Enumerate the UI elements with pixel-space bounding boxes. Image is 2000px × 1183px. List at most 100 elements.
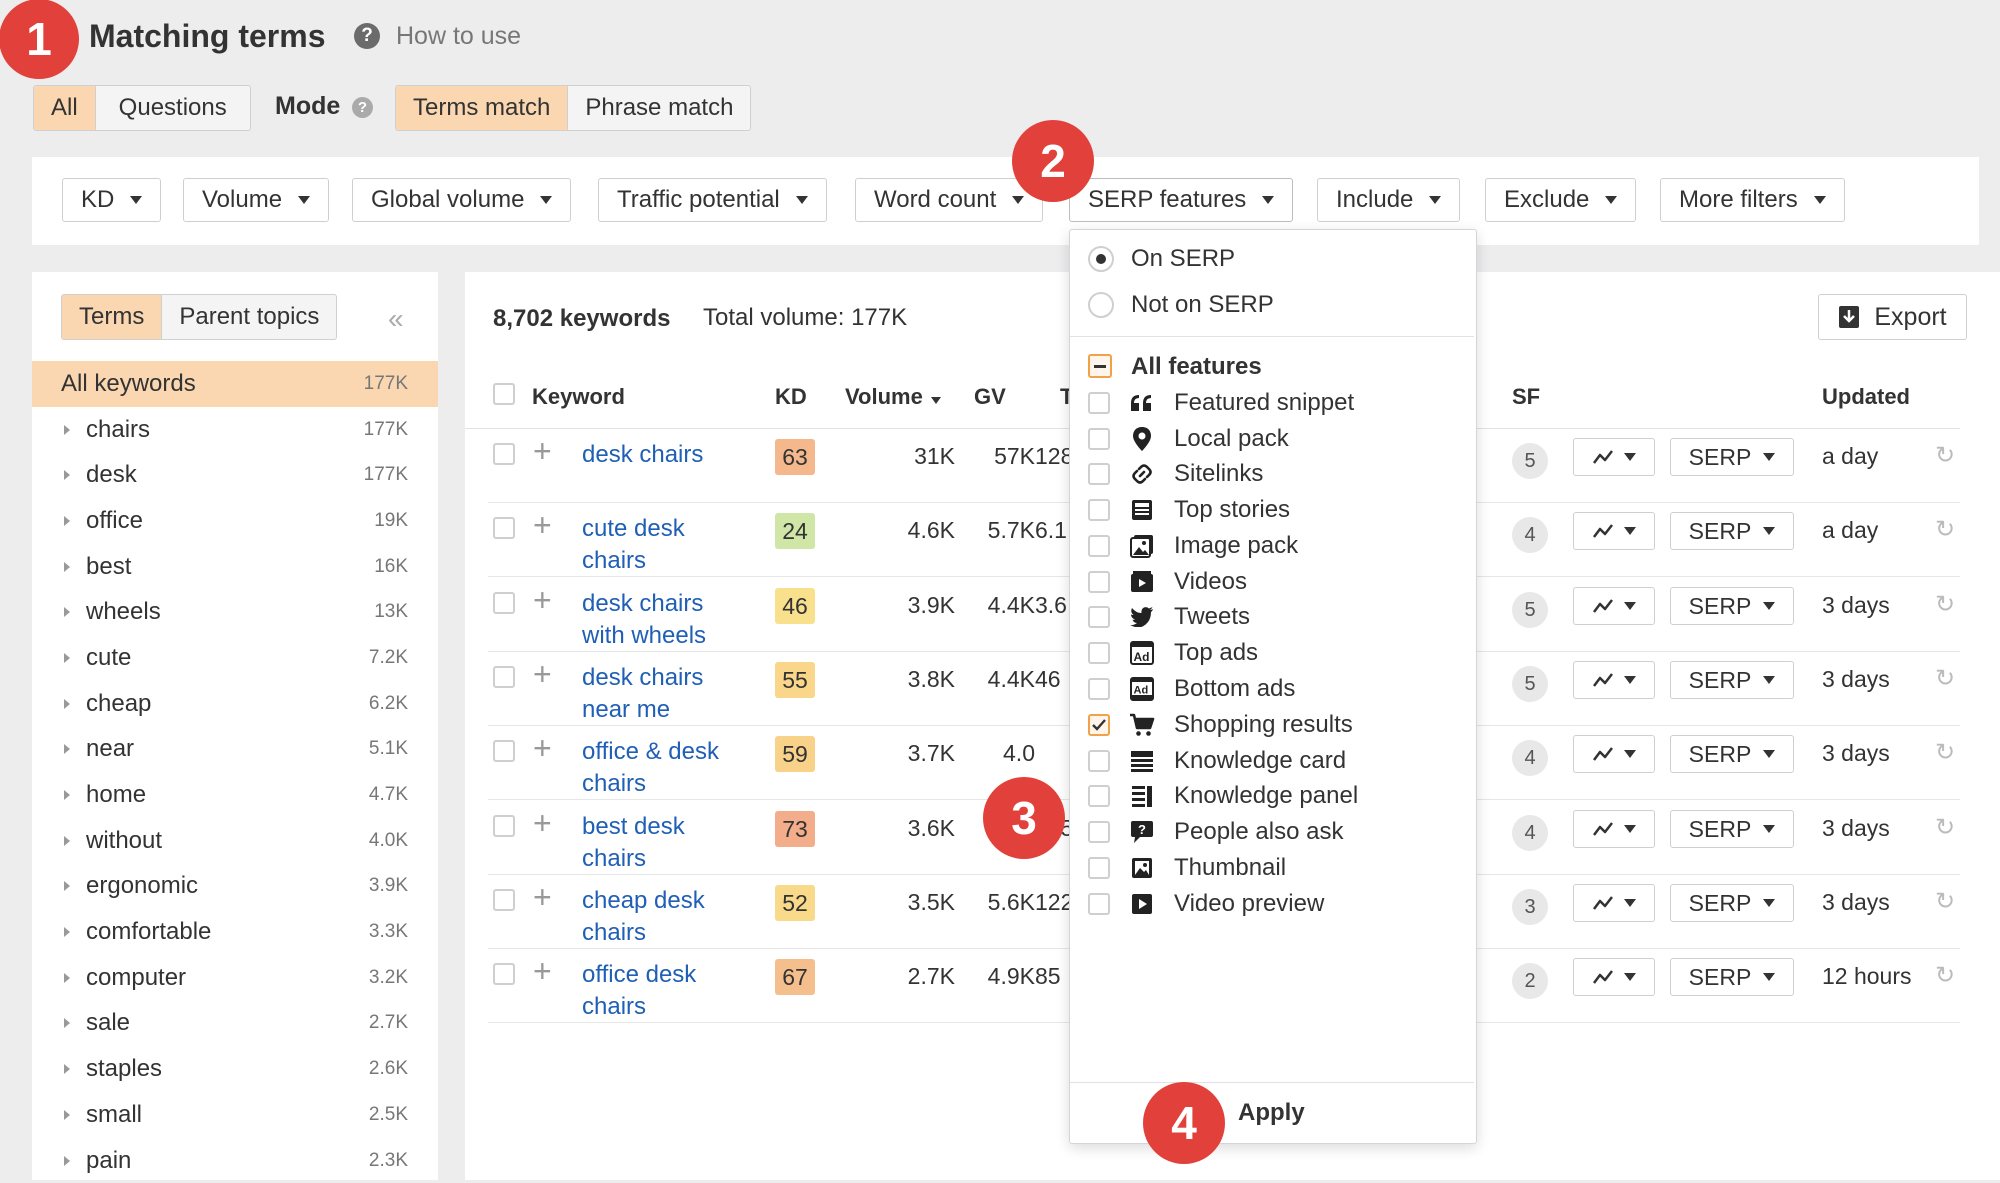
all-features-label[interactable]: All features [1131,353,1262,380]
trend-button[interactable] [1573,438,1655,476]
select-all-checkbox[interactable] [493,383,515,405]
filter-include[interactable]: Include [1317,178,1461,222]
feature-checkbox[interactable] [1088,821,1110,843]
serp-button[interactable]: SERP [1670,438,1794,476]
trend-button[interactable] [1573,735,1655,773]
how-to-use-link[interactable]: How to use [396,22,522,50]
feature-label[interactable]: Video preview [1174,890,1325,917]
col-volume[interactable]: Volume [845,384,941,410]
expand-arrow-icon[interactable] [64,424,70,435]
feature-label[interactable]: People also ask [1174,818,1344,845]
serp-button[interactable]: SERP [1670,587,1794,625]
sf-count[interactable]: 5 [1512,666,1548,702]
radio-not-on-serp-label[interactable]: Not on SERP [1131,291,1274,318]
feature-label[interactable]: Local pack [1174,425,1289,452]
keyword-link[interactable]: cute desk chairs [582,515,685,574]
refresh-icon[interactable]: ↻ [1935,665,1956,692]
col-sf[interactable]: SF [1512,384,1541,409]
expand-arrow-icon[interactable] [64,744,70,755]
expand-arrow-icon[interactable] [64,1064,70,1075]
serp-button[interactable]: SERP [1670,661,1794,699]
keyword-link[interactable]: desk chairs [582,441,704,468]
add-to-list-icon[interactable]: + [533,433,552,469]
serp-button[interactable]: SERP [1670,810,1794,848]
feature-checkbox[interactable] [1088,535,1110,557]
add-to-list-icon[interactable]: + [533,953,552,989]
trend-button[interactable] [1573,958,1655,996]
row-checkbox[interactable] [493,740,515,762]
term-item[interactable]: sale 2.7K [32,1001,438,1047]
filter-more-filters[interactable]: More filters [1660,178,1845,222]
feature-checkbox[interactable] [1088,893,1110,915]
apply-button[interactable]: Apply [1238,1099,1305,1126]
row-checkbox[interactable] [493,889,515,911]
refresh-icon[interactable]: ↻ [1935,516,1956,543]
feature-label[interactable]: Bottom ads [1174,675,1296,702]
tab-phrase-match[interactable]: Phrase match [567,86,750,130]
feature-checkbox[interactable] [1088,428,1110,450]
term-item[interactable]: near 5.1K [32,727,438,773]
term-item[interactable]: small 2.5K [32,1092,438,1138]
tab-terms-match[interactable]: Terms match [396,86,568,130]
feature-label[interactable]: Featured snippet [1174,389,1355,416]
tab-parent-topics[interactable]: Parent topics [161,295,336,339]
sf-count[interactable]: 4 [1512,740,1548,776]
radio-on-serp-label[interactable]: On SERP [1131,245,1236,272]
filter-volume[interactable]: Volume [183,178,330,222]
feature-checkbox[interactable] [1088,714,1110,736]
trend-button[interactable] [1573,661,1655,699]
trend-button[interactable] [1573,884,1655,922]
col-keyword[interactable]: Keyword [532,384,625,409]
term-item[interactable]: computer 3.2K [32,955,438,1001]
serp-button[interactable]: SERP [1670,958,1794,996]
feature-checkbox[interactable] [1088,606,1110,628]
feature-label[interactable]: Tweets [1174,603,1251,630]
filter-traffic-potential[interactable]: Traffic potential [598,178,827,222]
keyword-link[interactable]: desk chairs near me [582,664,704,723]
add-to-list-icon[interactable]: + [533,879,552,915]
feature-checkbox[interactable] [1088,642,1110,664]
expand-arrow-icon[interactable] [64,881,70,892]
feature-label[interactable]: Shopping results [1174,711,1353,738]
add-to-list-icon[interactable]: + [533,730,552,766]
col-kd[interactable]: KD [775,384,807,409]
keyword-link[interactable]: office desk chairs [582,961,697,1020]
term-item[interactable]: pain 2.3K [32,1138,438,1183]
radio-not-on-serp[interactable] [1088,292,1114,318]
refresh-icon[interactable]: ↻ [1935,962,1956,989]
expand-arrow-icon[interactable] [64,607,70,618]
trend-button[interactable] [1573,810,1655,848]
sf-count[interactable]: 4 [1512,517,1548,553]
feature-checkbox[interactable] [1088,678,1110,700]
sf-count[interactable]: 5 [1512,592,1548,628]
expand-arrow-icon[interactable] [64,561,70,572]
sf-count[interactable]: 3 [1512,889,1548,925]
mode-help-icon[interactable]: ? [352,97,373,118]
feature-label[interactable]: Top ads [1174,639,1259,666]
filter-exclude[interactable]: Exclude [1485,178,1637,222]
feature-label[interactable]: Knowledge panel [1174,782,1359,809]
help-icon[interactable]: ? [354,23,380,49]
feature-checkbox[interactable] [1088,785,1110,807]
term-item[interactable]: office 19K [32,498,438,544]
all-features-checkbox[interactable] [1088,354,1112,378]
term-item[interactable]: cheap 6.2K [32,681,438,727]
term-item[interactable]: without 4.0K [32,818,438,864]
row-checkbox[interactable] [493,592,515,614]
serp-button[interactable]: SERP [1670,884,1794,922]
expand-arrow-icon[interactable] [64,698,70,709]
feature-checkbox[interactable] [1088,499,1110,521]
row-checkbox[interactable] [493,443,515,465]
trend-button[interactable] [1573,512,1655,550]
row-checkbox[interactable] [493,815,515,837]
term-item[interactable]: desk 177K [32,452,438,498]
filter-word-count[interactable]: Word count [855,178,1044,222]
expand-arrow-icon[interactable] [64,790,70,801]
serp-button[interactable]: SERP [1670,512,1794,550]
expand-arrow-icon[interactable] [64,1155,70,1166]
term-item[interactable]: chairs 177K [32,407,438,453]
feature-checkbox[interactable] [1088,463,1110,485]
term-item[interactable]: All keywords 177K [32,361,438,407]
expand-arrow-icon[interactable] [64,1109,70,1120]
feature-checkbox[interactable] [1088,750,1110,772]
